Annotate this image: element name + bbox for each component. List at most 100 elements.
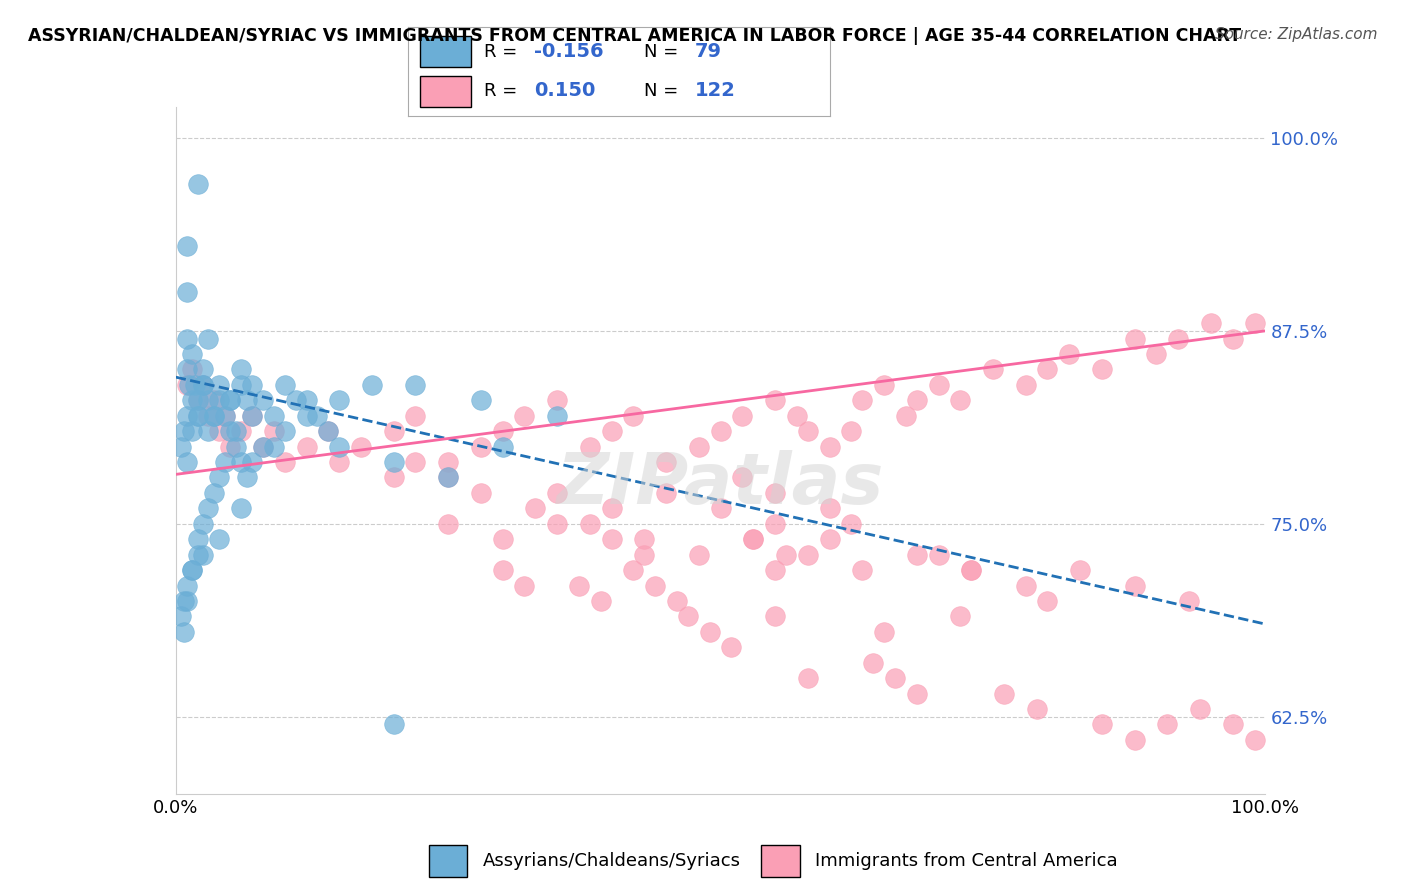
Point [405, 455, 427, 469]
Point [818, 532, 841, 546]
Point [240, 409, 263, 423]
Point [1156, 717, 1178, 731]
Point [1144, 347, 1167, 361]
Point [1243, 732, 1265, 747]
Point [492, 424, 515, 438]
Point [177, 377, 200, 392]
Point [644, 578, 666, 592]
Point [949, 393, 972, 408]
Point [186, 532, 209, 546]
Point [202, 409, 225, 423]
Point [295, 440, 318, 454]
Point [197, 409, 219, 423]
Point [181, 393, 204, 408]
Text: Assyrians/Chaldeans/Syriacs: Assyrians/Chaldeans/Syriacs [484, 852, 741, 870]
Point [589, 594, 612, 608]
Point [1015, 377, 1038, 392]
Point [796, 671, 818, 685]
Point [763, 609, 786, 624]
Point [186, 548, 209, 562]
Point [350, 440, 373, 454]
Point [775, 548, 797, 562]
Point [579, 516, 602, 531]
Point [197, 424, 219, 438]
Point [720, 640, 742, 655]
Point [1222, 332, 1244, 346]
Point [579, 440, 602, 454]
Point [688, 440, 710, 454]
Point [710, 501, 733, 516]
Point [666, 594, 689, 608]
Point [437, 470, 460, 484]
Text: ZIPatlas: ZIPatlas [557, 450, 884, 519]
Point [818, 440, 841, 454]
Point [1057, 347, 1080, 361]
Text: N =: N = [644, 43, 678, 61]
Point [170, 609, 193, 624]
Point [176, 332, 198, 346]
Point [181, 362, 204, 376]
Point [191, 362, 214, 376]
Point [546, 516, 568, 531]
Point [274, 455, 297, 469]
Point [731, 409, 754, 423]
Point [905, 393, 928, 408]
Point [1123, 578, 1146, 592]
Point [208, 470, 231, 484]
Point [1091, 717, 1114, 731]
Point [214, 409, 236, 423]
Point [1091, 362, 1114, 376]
Point [214, 409, 236, 423]
Point [176, 362, 198, 376]
Point [894, 409, 917, 423]
Point [621, 409, 644, 423]
Point [214, 455, 236, 469]
Point [186, 409, 209, 423]
Point [170, 440, 193, 454]
Point [382, 470, 405, 484]
Point [202, 393, 225, 408]
Point [1222, 717, 1244, 731]
Point [197, 501, 219, 516]
Point [274, 424, 297, 438]
Point [295, 393, 318, 408]
Point [873, 624, 896, 639]
Text: R =: R = [484, 82, 517, 100]
Point [1243, 316, 1265, 330]
Point [405, 409, 427, 423]
Point [437, 516, 460, 531]
Point [1123, 732, 1146, 747]
Point [1167, 332, 1189, 346]
Point [742, 532, 765, 546]
Point [186, 409, 209, 423]
Text: 122: 122 [695, 81, 735, 101]
Point [621, 563, 644, 577]
Point [235, 470, 257, 484]
Point [181, 563, 204, 577]
Point [960, 563, 983, 577]
Point [470, 486, 492, 500]
Point [181, 347, 204, 361]
Point [252, 440, 274, 454]
Point [360, 377, 382, 392]
Point [263, 409, 285, 423]
Point [763, 393, 786, 408]
Point [176, 594, 198, 608]
Point [181, 424, 204, 438]
Point [231, 424, 253, 438]
Point [173, 424, 195, 438]
Point [191, 377, 214, 392]
Point [437, 455, 460, 469]
Point [841, 424, 863, 438]
Point [546, 486, 568, 500]
Point [240, 455, 263, 469]
Point [862, 656, 884, 670]
Point [382, 717, 405, 731]
Point [173, 594, 195, 608]
Text: -0.156: -0.156 [534, 42, 605, 62]
Point [240, 409, 263, 423]
Point [274, 377, 297, 392]
Point [676, 609, 699, 624]
Point [197, 393, 219, 408]
Point [225, 424, 247, 438]
